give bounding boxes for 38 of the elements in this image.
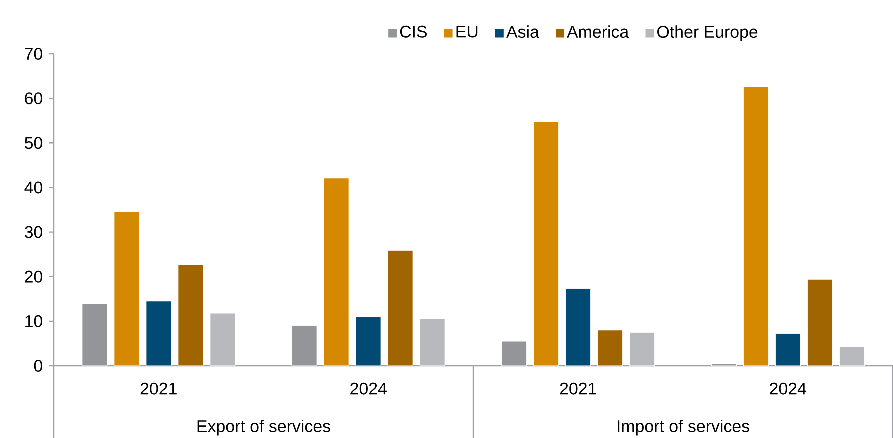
x-tick-label: 2024 [350,382,387,395]
bar [146,301,172,366]
bar [839,346,865,366]
bar [178,264,204,366]
legend-label: CIS [400,26,428,38]
bar [292,326,318,366]
legend-label: America [567,26,630,38]
legend-label: Asia [506,26,540,38]
bar [502,341,528,366]
bar [356,316,382,366]
bar [114,212,140,366]
x-tick-label: 2021 [560,382,596,395]
text: Import of services [618,420,750,436]
bar [210,313,236,366]
y-tick-label: 60 [25,92,42,105]
y-tick-label: 50 [24,137,42,150]
bar [324,178,350,366]
bar [388,250,414,366]
legend-label: EU [456,26,478,38]
bar [598,330,624,366]
y-tick-label: 0 [34,360,42,372]
y-tick-label: 10 [26,315,42,328]
bar [743,86,769,366]
y-tick-label: 30 [24,226,42,238]
bar [807,279,833,366]
x-tick-label: 2024 [770,382,806,395]
bar [775,334,801,366]
bar [534,121,560,366]
y-tick-label: 20 [25,270,42,283]
y-tick-label: 70 [25,48,42,60]
bar [566,288,592,366]
y-tick-label: 40 [24,182,42,194]
x-tick-label: 2021 [140,382,177,395]
text: Export of services [198,420,330,436]
legend-label: Other Europe [658,26,758,42]
bar [420,318,446,366]
bar [630,332,656,366]
bar [82,304,108,366]
